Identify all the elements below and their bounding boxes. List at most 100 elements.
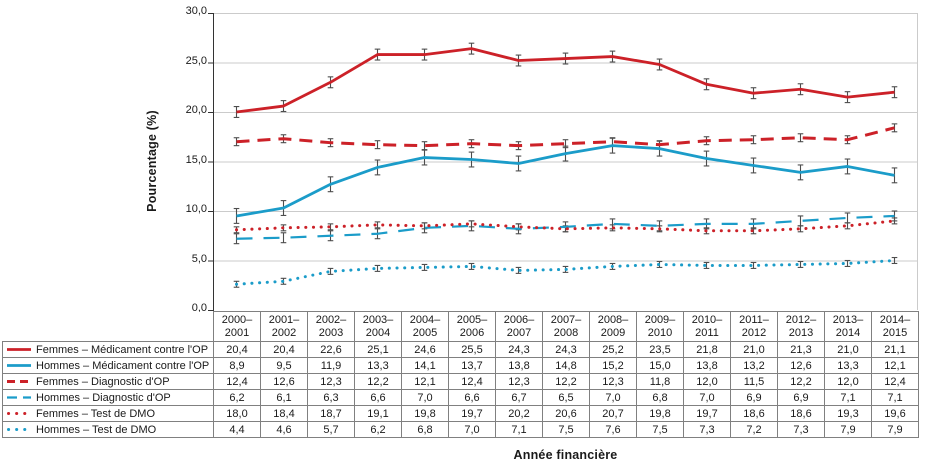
table-row: Femmes – Test de DMO 18,0 18,4 18,7 19,1 19,8… xyxy=(2,405,919,422)
value-cell: 5,7 xyxy=(307,421,355,438)
legend-cell: Femmes – Diagnostic d'OP xyxy=(2,373,214,390)
table-row: Hommes – Médicament contre l'OP 8,9 9,5 11,… xyxy=(2,357,919,374)
value-cell: 6,8 xyxy=(401,421,449,438)
value-cell: 18,4 xyxy=(260,405,308,422)
value-cell: 11,5 xyxy=(730,373,778,390)
year-header-cell: 2009– 2010 xyxy=(636,311,684,342)
value-cell: 12,2 xyxy=(777,373,825,390)
value-cell: 19,7 xyxy=(683,405,731,422)
value-cell: 18,6 xyxy=(730,405,778,422)
legend-swatch-femmes-diagnostic-dop xyxy=(7,380,31,383)
value-cell: 11,9 xyxy=(307,357,355,374)
value-cell: 9,5 xyxy=(260,357,308,374)
value-cell: 20,6 xyxy=(542,405,590,422)
table-row: Hommes – Diagnostic d'OP 6,2 6,1 6,3 6,6 7,0 6… xyxy=(2,389,919,406)
legend-cell: Femmes – Médicament contre l'OP xyxy=(2,341,214,358)
y-tick-label: 10,0 xyxy=(185,203,207,215)
legend-cell: Hommes – Médicament contre l'OP xyxy=(2,357,214,374)
value-cell: 24,3 xyxy=(495,341,543,358)
value-cell: 21,0 xyxy=(730,341,778,358)
year-header-cell: 2011– 2012 xyxy=(730,311,778,342)
year-header-cell: 2006– 2007 xyxy=(495,311,543,342)
value-cell: 12,1 xyxy=(401,373,449,390)
value-cell: 19,8 xyxy=(401,405,449,422)
value-cell: 6,7 xyxy=(495,389,543,406)
y-tick-label: 20,0 xyxy=(185,104,207,116)
value-cell: 6,2 xyxy=(213,389,261,406)
y-axis-ticks xyxy=(208,13,213,311)
table-corner-cell xyxy=(2,311,214,342)
legend-cell: Femmes – Test de DMO xyxy=(2,405,214,422)
year-header-cell: 2001– 2002 xyxy=(260,311,308,342)
table-row: Hommes – Test de DMO 4,4 4,6 5,7 6,2 6,8 7,0 7,… xyxy=(2,421,919,438)
legend-cell: Hommes – Diagnostic d'OP xyxy=(2,389,214,406)
value-cell: 12,3 xyxy=(307,373,355,390)
value-cell: 7,3 xyxy=(777,421,825,438)
series-line-hommes-medicament-contre-lop xyxy=(236,144,895,218)
year-header-cell: 2003– 2004 xyxy=(354,311,402,342)
legend-swatch-hommes-medicament-contre-lop xyxy=(7,364,31,367)
value-cell: 7,9 xyxy=(824,421,872,438)
value-cell: 7,9 xyxy=(871,421,919,438)
legend-label: Femmes – Test de DMO xyxy=(36,407,155,420)
value-cell: 6,5 xyxy=(542,389,590,406)
legend-swatch-femmes-medicament-contre-lop xyxy=(7,348,31,351)
value-cell: 4,4 xyxy=(213,421,261,438)
value-cell: 7,3 xyxy=(683,421,731,438)
year-header-cell: 2005– 2006 xyxy=(448,311,496,342)
year-header-cell: 2010– 2011 xyxy=(683,311,731,342)
value-cell: 24,6 xyxy=(401,341,449,358)
x-axis-title: Année financière xyxy=(513,448,618,462)
value-cell: 13,8 xyxy=(683,357,731,374)
value-cell: 7,1 xyxy=(824,389,872,406)
legend-label: Femmes – Diagnostic d'OP xyxy=(36,375,170,388)
value-cell: 12,4 xyxy=(213,373,261,390)
value-cell: 12,2 xyxy=(542,373,590,390)
value-cell: 23,5 xyxy=(636,341,684,358)
value-cell: 6,1 xyxy=(260,389,308,406)
value-cell: 6,2 xyxy=(354,421,402,438)
value-cell: 19,8 xyxy=(636,405,684,422)
table-row: Femmes – Diagnostic d'OP 12,4 12,6 12,3 12,2… xyxy=(2,373,919,390)
table-header-row: 2000– 2001 2001– 2002 2002– 2003 2003– 2004 2004… xyxy=(2,311,919,342)
value-cell: 19,1 xyxy=(354,405,402,422)
year-header-cell: 2008– 2009 xyxy=(589,311,637,342)
value-cell: 25,2 xyxy=(589,341,637,358)
value-cell: 18,7 xyxy=(307,405,355,422)
value-cell: 13,3 xyxy=(824,357,872,374)
value-cell: 20,7 xyxy=(589,405,637,422)
error-bars-hommes-medicament-contre-lop xyxy=(233,137,898,224)
legend-swatch-hommes-test-de-dmo xyxy=(7,428,32,431)
value-cell: 7,5 xyxy=(542,421,590,438)
value-cell: 21,1 xyxy=(871,341,919,358)
value-cell: 12,2 xyxy=(354,373,402,390)
year-header-cell: 2004– 2005 xyxy=(401,311,449,342)
value-cell: 20,4 xyxy=(260,341,308,358)
value-cell: 6,8 xyxy=(636,389,684,406)
series-line-femmes-diagnostic-dop xyxy=(236,126,895,148)
legend-swatch-hommes-diagnostic-dop xyxy=(7,396,31,399)
legend-label: Hommes – Test de DMO xyxy=(36,423,157,436)
value-cell: 22,6 xyxy=(307,341,355,358)
value-cell: 6,3 xyxy=(307,389,355,406)
value-cell: 7,6 xyxy=(589,421,637,438)
value-cell: 12,4 xyxy=(448,373,496,390)
legend-label: Hommes – Diagnostic d'OP xyxy=(36,391,171,404)
value-cell: 18,0 xyxy=(213,405,261,422)
value-cell: 15,2 xyxy=(589,357,637,374)
y-tick-label: 0,0 xyxy=(191,302,207,314)
value-cell: 11,8 xyxy=(636,373,684,390)
year-header-cell: 2013– 2014 xyxy=(824,311,872,342)
value-cell: 20,2 xyxy=(495,405,543,422)
value-cell: 21,3 xyxy=(777,341,825,358)
series-line-hommes-test-de-dmo xyxy=(235,259,896,286)
value-cell: 14,8 xyxy=(542,357,590,374)
year-header-cell: 2014– 2015 xyxy=(871,311,919,342)
value-cell: 6,6 xyxy=(448,389,496,406)
value-cell: 7,0 xyxy=(401,389,449,406)
year-header-cell: 2002– 2003 xyxy=(307,311,355,342)
y-tick-label: 25,0 xyxy=(185,54,207,67)
value-cell: 4,6 xyxy=(260,421,308,438)
value-cell: 12,0 xyxy=(683,373,731,390)
